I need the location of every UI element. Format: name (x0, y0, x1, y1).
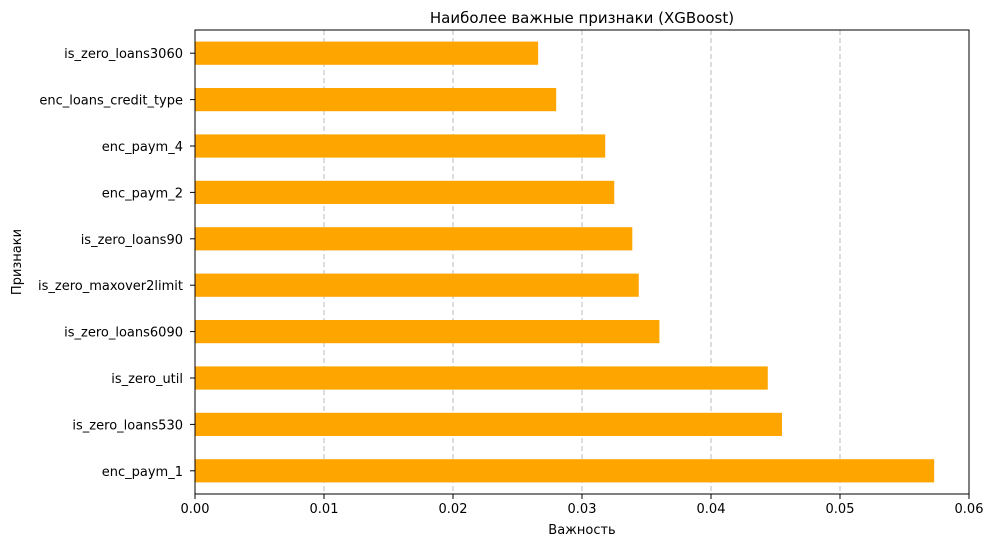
y-axis-label: Признаки (10, 229, 25, 295)
y-tick-label: enc_loans_credit_type (39, 94, 183, 109)
bar-series (195, 41, 935, 483)
y-tick-label: is_zero_loans3060 (64, 47, 183, 62)
y-tick-label: is_zero_maxover2limit (38, 279, 183, 294)
x-tick-label: 0.01 (310, 502, 339, 517)
bar-is_zero_maxover2limit (195, 273, 639, 297)
y-tick-label: is_zero_loans6090 (64, 326, 183, 341)
y-tick-label: is_zero_loans530 (72, 418, 183, 433)
x-tick-label: 0.06 (955, 502, 984, 517)
y-tick-label: enc_paym_1 (102, 465, 183, 480)
bar-enc_paym_1 (195, 459, 935, 483)
x-axis-label: Важность (548, 523, 615, 538)
bar-is_zero_loans3060 (195, 41, 539, 65)
chart-title: Наиболее важные признаки (XGBoost) (430, 9, 734, 27)
bar-is_zero_loans90 (195, 227, 633, 251)
x-tick-label: 0.05 (826, 502, 855, 517)
bar-is_zero_util (195, 366, 768, 390)
x-tick-label: 0.03 (568, 502, 597, 517)
bar-enc_paym_2 (195, 180, 615, 204)
x-tick-labels: 0.00 0.01 0.02 0.03 0.04 0.05 0.06 (181, 494, 984, 517)
x-tick-label: 0.04 (697, 502, 726, 517)
bar-is_zero_loans6090 (195, 320, 660, 344)
y-tick-label: is_zero_loans90 (81, 233, 183, 248)
bar-enc_paym_4 (195, 134, 606, 158)
bar-enc_loans_credit_type (195, 88, 557, 112)
y-tick-label: is_zero_util (111, 372, 183, 387)
y-tick-label: enc_paym_4 (102, 140, 183, 155)
x-tick-label: 0.00 (181, 502, 210, 517)
bar-is_zero_loans530 (195, 412, 782, 436)
y-tick-label: enc_paym_2 (102, 186, 183, 201)
x-tick-label: 0.02 (439, 502, 468, 517)
y-tick-labels: is_zero_loans3060 enc_loans_credit_typeen… (38, 47, 195, 480)
